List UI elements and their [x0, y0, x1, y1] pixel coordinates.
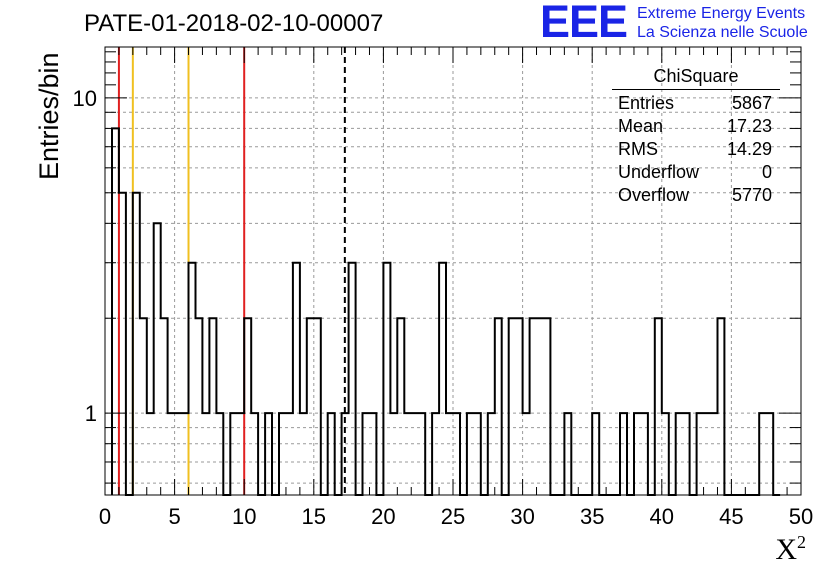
x-tick-label: 15 [302, 504, 326, 529]
stats-value: 5867 [731, 93, 772, 113]
logo-line-2: La Scienza nelle Scuole [637, 24, 808, 41]
stats-label: Entries [618, 93, 675, 113]
x-tick-label: 25 [441, 504, 465, 529]
stats-value: 5770 [731, 185, 772, 205]
x-tick-label: 35 [580, 504, 604, 529]
x-tick-label: 5 [168, 504, 180, 529]
histogram-series [111, 127, 781, 496]
logo-mark: EEE [540, 0, 628, 47]
stats-value: 14.29 [726, 139, 772, 159]
stats-row-overflow: Overflow 5770 [612, 184, 780, 207]
x-tick-label: 10 [232, 504, 256, 529]
stats-row-underflow: Underflow 0 [612, 161, 780, 184]
x-tick-label: 50 [789, 504, 813, 529]
x-tick-label: 45 [719, 504, 743, 529]
chart-title: PATE-01-2018-02-10-00007 [84, 10, 384, 37]
x-tick-label: 30 [510, 504, 534, 529]
stats-label: Mean [618, 116, 664, 136]
stats-label: Underflow [618, 162, 700, 182]
x-axis-label-text: X [775, 533, 797, 566]
x-tick-label: 0 [99, 504, 111, 529]
x-tick-label: 40 [650, 504, 674, 529]
stats-label: Overflow [618, 185, 690, 205]
logo-line-1: Extreme Energy Events [637, 5, 806, 22]
x-axis-label: X2 [775, 532, 806, 567]
stats-title: ChiSquare [612, 66, 780, 90]
stats-value: 17.23 [726, 116, 772, 136]
stats-label: RMS [618, 139, 658, 159]
x-axis-label-superscript: 2 [797, 532, 806, 552]
y-axis-label: Entries/bin [34, 52, 64, 180]
stats-value: 0 [761, 162, 772, 182]
stats-row-entries: Entries 5867 [612, 92, 780, 115]
y-tick-label: 1 [85, 401, 97, 426]
x-tick-label: 20 [371, 504, 395, 529]
logo-text: Extreme Energy Events La Scienza nelle S… [637, 4, 808, 42]
stats-row-rms: RMS 14.29 [612, 138, 780, 161]
stats-row-mean: Mean 17.23 [612, 115, 780, 138]
stats-box: ChiSquare Entries 5867 Mean 17.23 RMS 14… [612, 66, 780, 207]
y-tick-label: 10 [73, 86, 97, 111]
